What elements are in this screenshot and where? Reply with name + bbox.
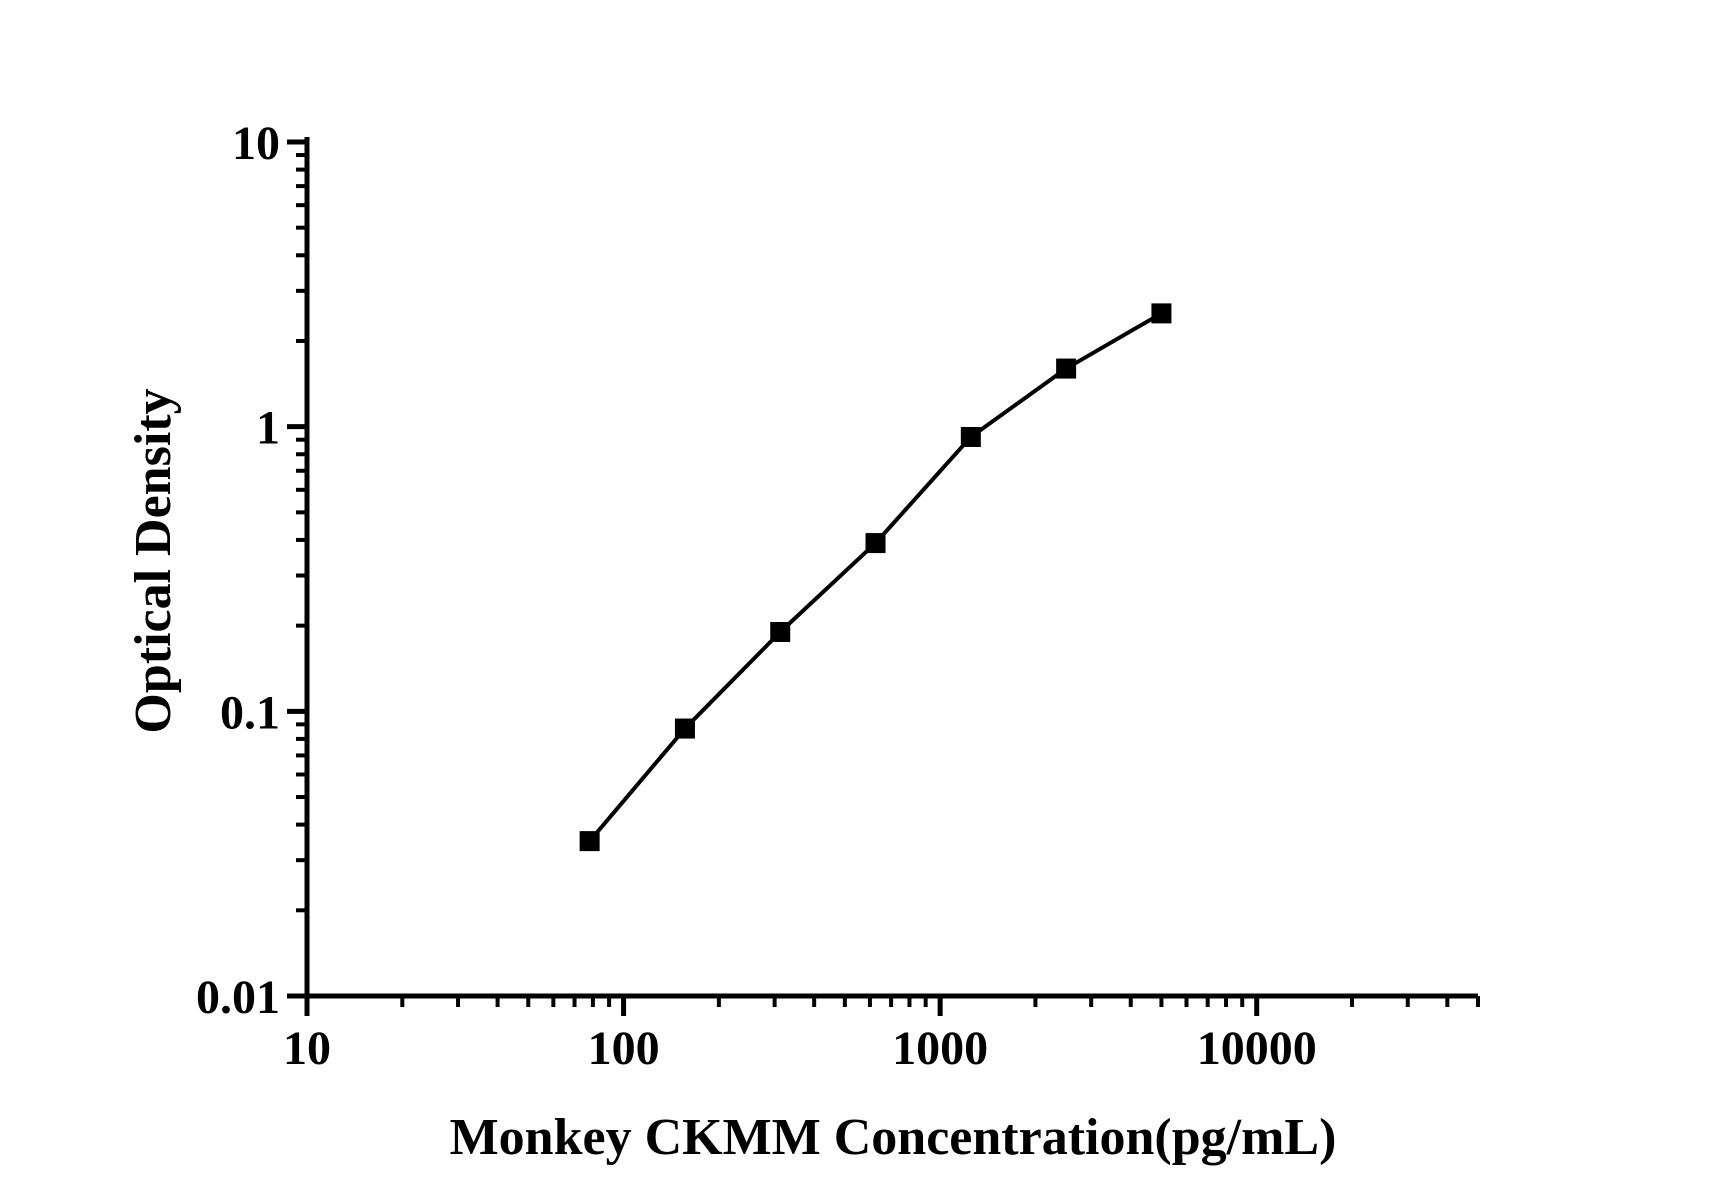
x-tick-label: 10 (283, 1022, 331, 1075)
x-axis-major-ticks (304, 996, 1260, 1016)
x-tick-label: 10000 (1197, 1022, 1317, 1075)
data-point-marker (770, 621, 791, 642)
x-axis-title: Monkey CKMM Concentration(pg/mL) (450, 1109, 1337, 1166)
data-point-marker (1056, 358, 1077, 379)
data-series (579, 303, 1172, 852)
y-axis-title: Optical Density (125, 388, 182, 733)
data-point-marker (1151, 303, 1172, 324)
x-tick-label: 100 (588, 1022, 660, 1075)
data-point-marker (579, 831, 600, 852)
y-axis-major-ticks (287, 139, 307, 999)
y-tick-label: 1 (256, 402, 280, 455)
y-axis-tick-labels: 0.01 0.1 1 10 (196, 117, 280, 1024)
x-axis-tick-labels: 10 100 1000 10000 (283, 1022, 1317, 1075)
data-point-marker (674, 718, 695, 739)
series-line (588, 311, 1163, 843)
y-tick-label: 0.01 (196, 971, 280, 1024)
y-tick-label: 0.1 (220, 686, 280, 739)
y-tick-label: 10 (232, 117, 280, 170)
data-point-marker (960, 426, 981, 447)
x-tick-label: 1000 (892, 1022, 988, 1075)
data-point-marker (865, 533, 886, 554)
